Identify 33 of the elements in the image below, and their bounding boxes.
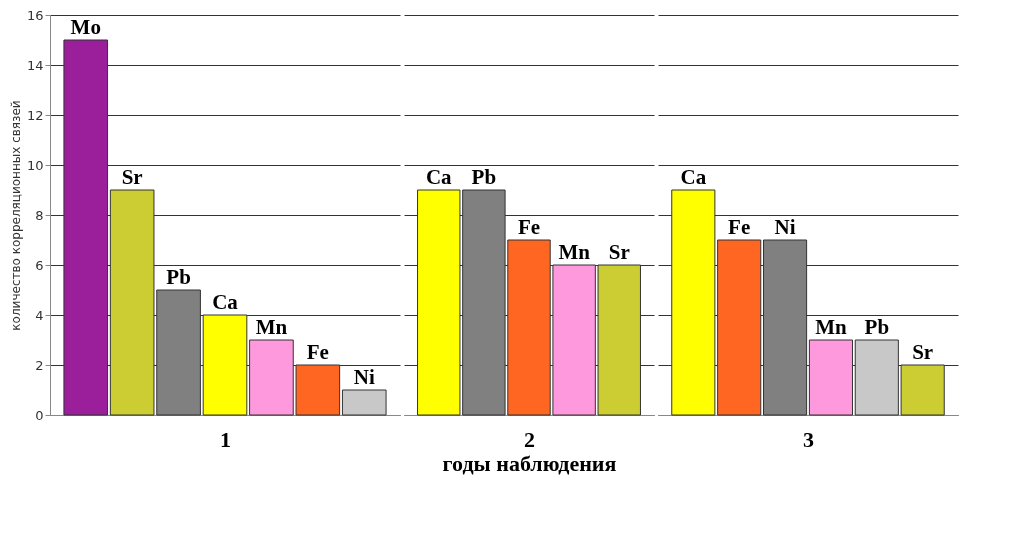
y-tick-label: 4 [35, 307, 44, 323]
x-tick-label: Pb [166, 265, 191, 289]
y-tick-label: 0 [35, 407, 44, 423]
x-tick-label: Fe [517, 215, 541, 239]
x-tick-label: Sr [608, 240, 630, 264]
x-tick-label: Pb [471, 165, 497, 189]
x-tick-label: Sr [121, 165, 143, 189]
x-tick-label: Ca [425, 165, 453, 189]
x-tick-label: Pb [864, 315, 890, 339]
y-tick-label: 12 [26, 107, 44, 123]
bar [341, 389, 387, 416]
x-tick-label: Sr [912, 340, 934, 364]
x-tick-label: Fe [728, 215, 751, 239]
x-tick-label: Mn [815, 315, 848, 339]
x-tick-label: Ca [212, 290, 239, 314]
y-tick-label: 10 [26, 157, 44, 173]
y-tick-label: 16 [26, 7, 44, 23]
text: годы наблюдения [442, 450, 617, 476]
x-tick-label: Mn [558, 240, 591, 264]
y-tick-label: 8 [35, 207, 44, 223]
y-tick-label: 14 [26, 57, 44, 73]
x-tick-label: Ni [353, 365, 375, 389]
y-tick-label: 6 [35, 257, 44, 273]
x-tick-label: Mn [255, 315, 288, 339]
y-axis-title: количество корреляционных связей [8, 100, 23, 331]
x-tick-label: Ni [774, 215, 796, 239]
x-axis-title: 1 [220, 426, 231, 452]
x-tick-label: Mo [70, 15, 101, 39]
x-tick-label: Ca [680, 165, 707, 189]
y-tick-label: 2 [35, 357, 44, 373]
x-axis-title: 3 [803, 426, 814, 452]
x-tick-label: Fe [306, 340, 329, 364]
x-axis-title: 2 [524, 426, 535, 452]
